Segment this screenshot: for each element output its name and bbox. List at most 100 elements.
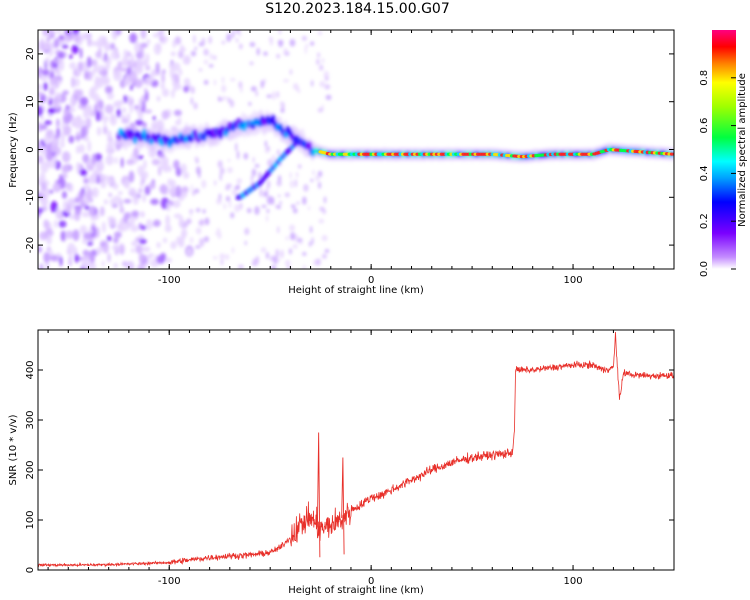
spectrogram-blob [157,153,166,158]
spectrogram-blob [317,52,321,58]
spectrogram-blob [321,235,328,242]
spectrogram-branch [292,141,297,148]
spectrogram-blob [87,140,92,153]
spectrogram-blob [89,41,98,46]
spectrogram-blob [284,192,290,198]
spectrogram-blob [263,51,268,56]
spectrogram-blob [324,248,330,253]
spectrogram-blob [90,262,97,269]
snr-spike [316,432,321,558]
spectrogram-blob [285,235,289,241]
colorbar-tick-label: 0.6 [699,118,710,134]
spectrogram-blob [129,71,138,84]
spectrogram-blob [92,92,99,102]
spectrogram-blob [214,180,217,186]
spectrogram-blob [43,39,51,52]
spectrogram-blob [221,84,227,93]
spectrogram-blob [216,227,221,233]
spectrogram-blob [124,74,131,84]
spectrogram-blob [302,264,306,269]
spectrogram-blob [53,39,58,49]
spectrogram-blob [66,104,70,111]
spectrogram-blob [106,56,112,66]
spectrogram-blob [269,255,276,262]
spectrogram-blob [69,214,75,220]
spectrogram-blob [181,186,189,193]
spectrogram-blob [316,58,320,66]
spectrogram-blob [155,62,160,74]
spectrogram-blob [259,188,263,198]
spectrogram-blob [289,171,292,179]
spectrogram-blob [71,76,75,89]
spectrogram-blob [138,98,143,110]
spectrogram-blob [83,178,90,184]
spectrogram-blob [121,261,129,267]
spectrogram-blob [52,182,62,193]
spectrogram-blob [50,76,59,85]
spectrogram-blob [194,46,198,51]
spectrogram-blob [236,150,240,160]
spectrogram-blob [83,33,91,40]
spectrogram-blob [128,170,135,183]
spectrogram-blob [263,191,269,198]
spectrogram-xtick-label: 100 [564,275,583,286]
spectrogram-blob [277,194,281,198]
spectrogram-blob [175,185,182,198]
spectrogram-blob [243,152,249,160]
spectrogram-blob [164,224,172,233]
spectrogram-blob [54,160,61,170]
snr-ytick-label: 400 [25,360,36,379]
snr-axes: -100 0 100 0 100 200 300 400 [25,330,675,587]
spectrogram-blob [91,187,99,198]
snr-xlabel: Height of straight line (km) [288,585,424,596]
spectrogram-blob [281,101,285,111]
spectrogram-blob [138,222,142,230]
snr-marks [38,331,674,568]
spectrogram-blob [172,200,181,208]
spectrogram-blob [148,253,155,258]
spectrogram-blob [195,245,201,249]
spectrogram-blob [50,33,55,39]
spectrogram-blob [199,219,205,226]
spectrogram-blob [145,53,150,63]
spectrogram-blob [119,244,125,256]
spectrogram-blob [244,240,247,246]
spectrogram-blob [283,47,288,56]
spectrogram-blob [113,262,118,269]
colorbar-tick-label: 0.4 [699,165,710,181]
spectrogram-blob [170,241,177,250]
spectrogram-blob [144,109,153,114]
spectrogram-blob [275,248,280,258]
spectrogram-blob [137,110,144,120]
spectrogram-blob [62,90,69,96]
spectrogram-blob [238,264,244,269]
spectrogram-blob [230,212,235,219]
spectrogram-blob [38,245,43,253]
spectrogram-blob [89,205,95,217]
spectrogram-blob [264,140,268,148]
spectrogram-blob [73,77,80,87]
snr-panel: -100 0 100 0 100 200 300 400 Height of straight… [8,329,675,596]
spectrogram-blob [292,244,298,249]
spectrogram-blob [119,114,127,119]
spectrogram-blob [252,258,259,267]
spectrogram-blob [231,247,235,254]
spectrogram-blob [297,89,301,94]
snr-ytick-label: 100 [25,510,36,529]
spectrogram-blob [43,82,48,91]
spectrogram-blob [77,61,84,71]
spectrogram-blob [130,248,135,253]
spectrogram-blob [317,109,322,113]
snr-frame [37,329,675,571]
spectrogram-blob [171,89,175,99]
spectrogram-ytick-label: -10 [25,189,36,205]
spectrogram-blob [152,115,156,121]
spectrogram-blob [309,225,313,234]
spectrogram-blob [201,179,207,189]
spectrogram-blob [249,61,254,66]
colorbar-axes: 0.0 0.2 0.4 0.6 0.8 [699,70,736,277]
spectrogram-blob [94,80,99,91]
spectrogram-blob [123,179,131,189]
spectrogram-blob [195,227,202,235]
spectrogram-blob [50,255,59,262]
